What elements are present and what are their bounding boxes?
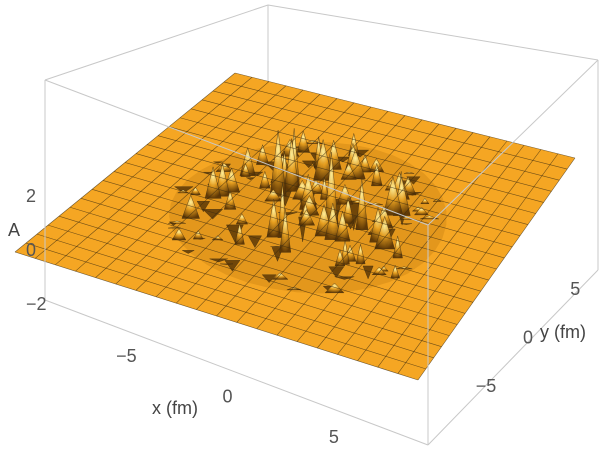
surface-spike bbox=[358, 154, 372, 173]
surface-spike bbox=[283, 138, 300, 192]
surface-spike bbox=[203, 171, 213, 175]
mesh-line-x bbox=[256, 123, 440, 329]
bounding-box-back bbox=[44, 4, 599, 100]
mesh-line-y bbox=[135, 153, 505, 259]
mesh-line-x bbox=[417, 157, 576, 381]
y-axis-ticks: −5 0 5 bbox=[476, 279, 580, 396]
mesh-line-y bbox=[124, 162, 497, 270]
mesh-line-x bbox=[296, 132, 474, 342]
y-tick-label: 0 bbox=[523, 328, 533, 348]
mesh-line-y bbox=[179, 117, 536, 214]
surface-spike bbox=[325, 139, 342, 170]
y-axis-label: y (fm) bbox=[540, 322, 586, 342]
surface-mesh bbox=[14, 72, 576, 381]
mesh-line-y bbox=[223, 81, 568, 170]
z-axis-label: A bbox=[8, 220, 20, 240]
mesh-line-y bbox=[190, 108, 544, 203]
x-axis-ticks: −5 0 5 bbox=[116, 346, 339, 447]
x-axis-label: x (fm) bbox=[152, 398, 198, 418]
mesh-line-x bbox=[377, 149, 542, 368]
y-tick-label: −5 bbox=[476, 376, 497, 396]
mesh-line-x bbox=[276, 128, 457, 336]
surface-spike bbox=[196, 201, 211, 213]
surface-spike bbox=[324, 282, 345, 294]
surface-spike bbox=[420, 215, 439, 220]
surface-spike bbox=[334, 276, 355, 280]
surface-spike bbox=[271, 272, 289, 280]
surface-spike bbox=[246, 177, 255, 180]
x-tick-label: 5 bbox=[329, 427, 339, 447]
surface-spike bbox=[266, 199, 281, 238]
surface-spike bbox=[413, 206, 429, 216]
mesh-line-x bbox=[397, 153, 559, 374]
z-tick-label: 0 bbox=[26, 240, 36, 260]
z-tick-label: 2 bbox=[26, 186, 36, 206]
surface-spike bbox=[420, 198, 430, 204]
mesh-line-x bbox=[337, 140, 508, 355]
surface-spike bbox=[173, 186, 194, 194]
mesh-line-y bbox=[201, 99, 552, 192]
mesh-line-y bbox=[168, 126, 528, 225]
z-axis-ticks: 2 0 −2 bbox=[26, 186, 47, 314]
mesh-line-x bbox=[236, 119, 423, 323]
mesh-line-x bbox=[317, 136, 491, 349]
surface-plane bbox=[15, 73, 575, 380]
surface-spike bbox=[390, 264, 400, 279]
x-tick-label: −5 bbox=[116, 346, 137, 366]
surface-spike bbox=[404, 171, 415, 174]
surface-spike bbox=[362, 265, 374, 280]
surface-spike bbox=[374, 215, 395, 250]
surface-peaks bbox=[168, 128, 442, 294]
surface-spike bbox=[182, 250, 195, 254]
surface-spike bbox=[301, 160, 316, 169]
mesh-line-y bbox=[212, 90, 560, 181]
mesh-line-x bbox=[357, 145, 525, 361]
mesh-line-y bbox=[234, 72, 576, 159]
surface-spike bbox=[355, 244, 366, 265]
surface-spike bbox=[261, 274, 277, 283]
surface-spike bbox=[192, 230, 204, 240]
x-tick-label: 0 bbox=[223, 387, 233, 407]
surface-spike bbox=[240, 163, 251, 177]
surface-spike bbox=[168, 227, 181, 229]
surface-spike bbox=[220, 263, 234, 265]
surface-spike bbox=[400, 223, 412, 225]
surface-spike bbox=[224, 260, 241, 272]
surface-spike bbox=[297, 209, 316, 226]
surface-spike bbox=[235, 213, 249, 225]
surface-spike bbox=[259, 170, 271, 189]
bounding-box-front bbox=[44, 59, 599, 446]
y-tick-label: 5 bbox=[570, 279, 580, 299]
mesh-line-y bbox=[157, 135, 521, 236]
surface-spike bbox=[204, 166, 222, 199]
mesh-line-y bbox=[146, 144, 513, 248]
surface-spike bbox=[279, 208, 292, 253]
surface-spike bbox=[371, 163, 383, 187]
surface-spike bbox=[213, 161, 223, 164]
surface-spike bbox=[342, 197, 355, 224]
z-tick-label: −2 bbox=[26, 294, 47, 314]
